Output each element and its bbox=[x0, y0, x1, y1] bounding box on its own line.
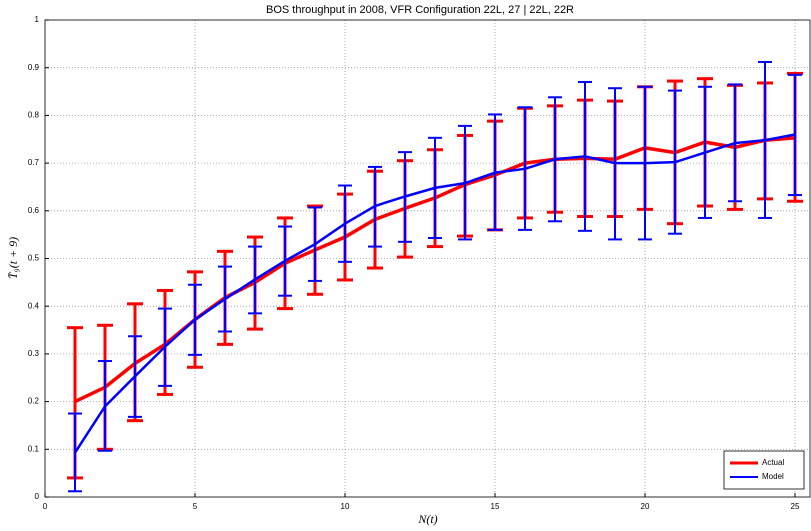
y-tick-label: 0.7 bbox=[28, 158, 40, 167]
x-tick-label: 0 bbox=[43, 502, 48, 511]
y-tick-label: 0.9 bbox=[28, 63, 40, 72]
y-tick-label: 0.8 bbox=[28, 111, 40, 120]
x-tick-label: 20 bbox=[641, 502, 650, 511]
x-tick-label: 5 bbox=[193, 502, 198, 511]
y-tick-label: 0.1 bbox=[28, 444, 40, 453]
legend-label: Model bbox=[762, 472, 784, 481]
legend-label: Actual bbox=[762, 458, 784, 467]
chart-title: BOS throughput in 2008, VFR Configuratio… bbox=[266, 4, 574, 16]
y-tick-label: 1 bbox=[35, 15, 40, 24]
y-tick-label: 0.2 bbox=[28, 397, 40, 406]
x-axis-label: N(t) bbox=[417, 512, 437, 526]
x-tick-label: 25 bbox=[791, 502, 800, 511]
y-tick-label: 0.6 bbox=[28, 206, 40, 215]
y-tick-label: 0.4 bbox=[28, 301, 40, 310]
x-tick-label: 10 bbox=[341, 502, 350, 511]
plot-frame bbox=[44, 19, 811, 498]
y-axis-label: T̄₉(t + 9) bbox=[6, 237, 20, 279]
series-line bbox=[73, 133, 796, 454]
legend-box bbox=[723, 450, 805, 490]
x-tick-label: 15 bbox=[491, 502, 500, 511]
y-tick-label: 0 bbox=[35, 492, 40, 501]
y-tick-label: 0.5 bbox=[28, 254, 40, 263]
y-tick-label: 0.3 bbox=[28, 349, 40, 358]
